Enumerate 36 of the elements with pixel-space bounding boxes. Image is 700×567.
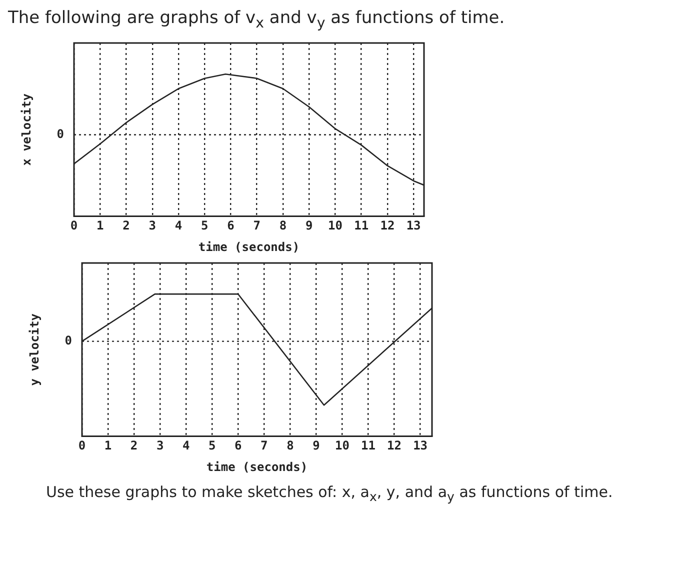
x-tick-label: 9 <box>312 438 320 453</box>
x-tick-label: 6 <box>234 438 242 453</box>
x-tick-label: 2 <box>130 438 138 453</box>
x-tick-label: 10 <box>328 218 342 233</box>
x-tick-label: 0 <box>70 218 78 233</box>
text: Use these graphs to make sketches of: x, a$_{x}$, y, and a$_{y}$ as functions of time. <box>46 483 614 504</box>
x-tick-label: 6 <box>227 218 234 233</box>
x-tick-label: 2 <box>122 218 130 233</box>
x-tick-label: 5 <box>200 218 208 233</box>
x-axis-title: time (seconds) <box>206 460 308 474</box>
ref-line-label: 0 <box>56 127 64 142</box>
x-tick-label: 4 <box>182 438 190 453</box>
chart-title: The following are graphs of v$_{x}$ and v$_{y}$ as functions of time. <box>8 8 506 32</box>
x-tick-label: 3 <box>156 438 164 453</box>
x-tick-label: 12 <box>380 218 395 233</box>
x-tick-label: 4 <box>174 218 182 233</box>
x-tick-label: 8 <box>286 438 294 453</box>
x-tick-label: 11 <box>361 438 376 453</box>
x-axis-title: time (seconds) <box>198 240 300 254</box>
x-tick-label: 1 <box>96 218 104 233</box>
ref-line-label: 0 <box>64 334 72 348</box>
y-axis-title: x velocity <box>19 94 34 166</box>
x-tick-label: 11 <box>354 218 369 233</box>
x-tick-label: 5 <box>208 438 216 453</box>
x-tick-label: 8 <box>279 218 287 233</box>
x-tick-label: 1 <box>104 438 112 453</box>
x-tick-label: 12 <box>387 438 402 453</box>
x-tick-label: 9 <box>305 218 313 233</box>
x-tick-label: 13 <box>406 218 421 233</box>
y-axis-title: y velocity <box>27 314 42 386</box>
x-tick-label: 7 <box>253 218 260 233</box>
x-tick-label: 7 <box>260 438 268 453</box>
x-tick-label: 13 <box>413 438 428 453</box>
x-tick-label: 3 <box>148 218 156 233</box>
x-tick-label: 10 <box>334 438 350 453</box>
x-tick-label: 0 <box>78 438 86 453</box>
